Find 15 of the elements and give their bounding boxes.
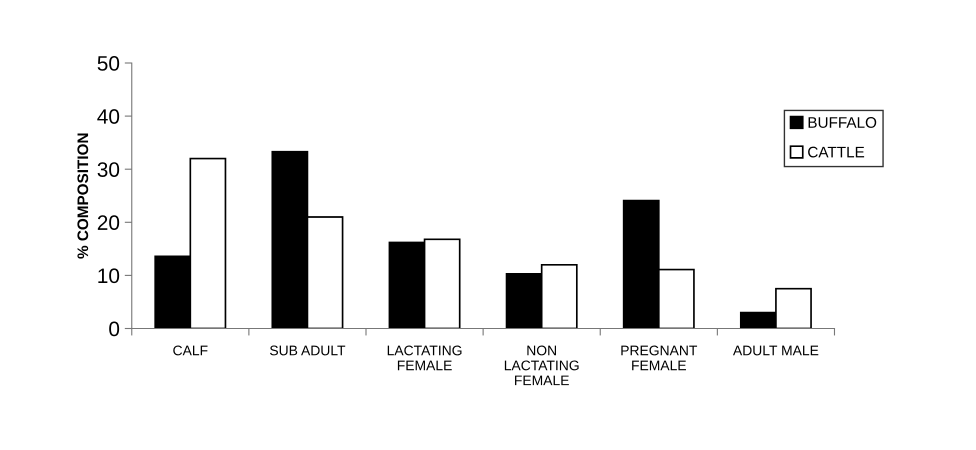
- y-tick-label: 50: [98, 56, 120, 71]
- x-tick-label: NON LACTATING FEMALE: [504, 346, 579, 386]
- x-tick-label: LACTATING FEMALE: [388, 346, 462, 370]
- x-tick-label: CALF: [173, 346, 208, 356]
- y-tick-label: 40: [97, 109, 120, 124]
- x-tick-label: ADULT MALE: [732, 346, 818, 356]
- y-axis-title: % COMPOSITION: [77, 134, 88, 259]
- y-tick-label: 20: [98, 215, 120, 230]
- y-tick-label: 0: [109, 322, 120, 336]
- y-tick-label: 10: [98, 268, 120, 284]
- legend-label: BUFFALO: [808, 117, 876, 128]
- legend-label: CATTLE: [808, 146, 864, 158]
- x-tick-label: PREGNANT FEMALE: [621, 346, 698, 370]
- y-tick-label: 30: [98, 162, 120, 177]
- x-tick-label: SUB ADULT: [270, 346, 346, 356]
